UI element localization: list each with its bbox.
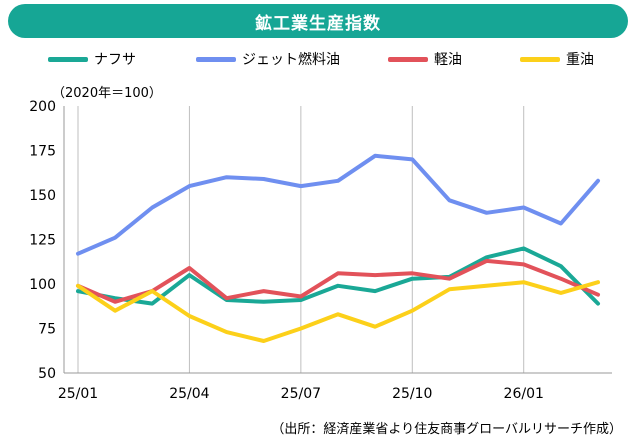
- series-line-naphtha: [76, 246, 600, 306]
- legend-swatch-diesel: [388, 56, 428, 62]
- unit-note: （2020年＝100）: [52, 86, 162, 101]
- y-tick-label-150: 150: [29, 188, 56, 204]
- y-tick-label-200: 200: [29, 99, 56, 115]
- x-tick-label-25-10: 25/10: [392, 386, 432, 402]
- title-bar: 鉱工業生産指数: [8, 4, 628, 38]
- series-line-diesel: [76, 258, 600, 304]
- axis-layer: [63, 106, 612, 374]
- series-layer: [76, 153, 600, 343]
- legend-swatch-naphtha: [48, 56, 88, 62]
- source-note: （出所：経済産業省より住友商事グローバルリサーチ作成）: [271, 422, 622, 437]
- y-tick-label-50: 50: [38, 366, 56, 382]
- x-tick-label-25-04: 25/04: [169, 386, 209, 402]
- series-line-heavy-oil: [76, 280, 600, 343]
- legend-item-naphtha: ナフサ: [48, 47, 136, 71]
- legend-item-diesel: 軽油: [388, 47, 462, 71]
- y-tick-label-125: 125: [29, 233, 56, 249]
- x-tick-label-25-01: 25/01: [58, 386, 98, 402]
- x-tick-label-25-07: 25/07: [281, 386, 321, 402]
- y-tick-label-75: 75: [38, 322, 56, 338]
- chart-title: 鉱工業生産指数: [255, 13, 381, 34]
- legend-label-heavy-oil: 重油: [566, 52, 594, 68]
- y-tick-label-100: 100: [29, 277, 56, 293]
- legend-label-diesel: 軽油: [434, 52, 462, 68]
- grid-layer: [77, 106, 525, 373]
- legend-item-heavy-oil: 重油: [520, 47, 594, 71]
- y-tick-label-175: 175: [29, 144, 56, 160]
- series-line-jet-fuel: [76, 153, 600, 256]
- legend-label-jet-fuel: ジェット燃料油: [242, 52, 340, 68]
- legend-label-naphtha: ナフサ: [94, 52, 136, 68]
- legend: ナフサ ジェット燃料油 軽油 重油: [48, 47, 608, 71]
- legend-item-jet-fuel: ジェット燃料油: [196, 47, 340, 71]
- label-layer: 50 75 100 125 150 175 200 25/01 25/04 25/07 25/10 2…: [29, 99, 544, 402]
- legend-swatch-jet-fuel: [196, 56, 236, 62]
- x-tick-label-26-01: 26/01: [504, 386, 544, 402]
- legend-swatch-heavy-oil: [520, 56, 560, 62]
